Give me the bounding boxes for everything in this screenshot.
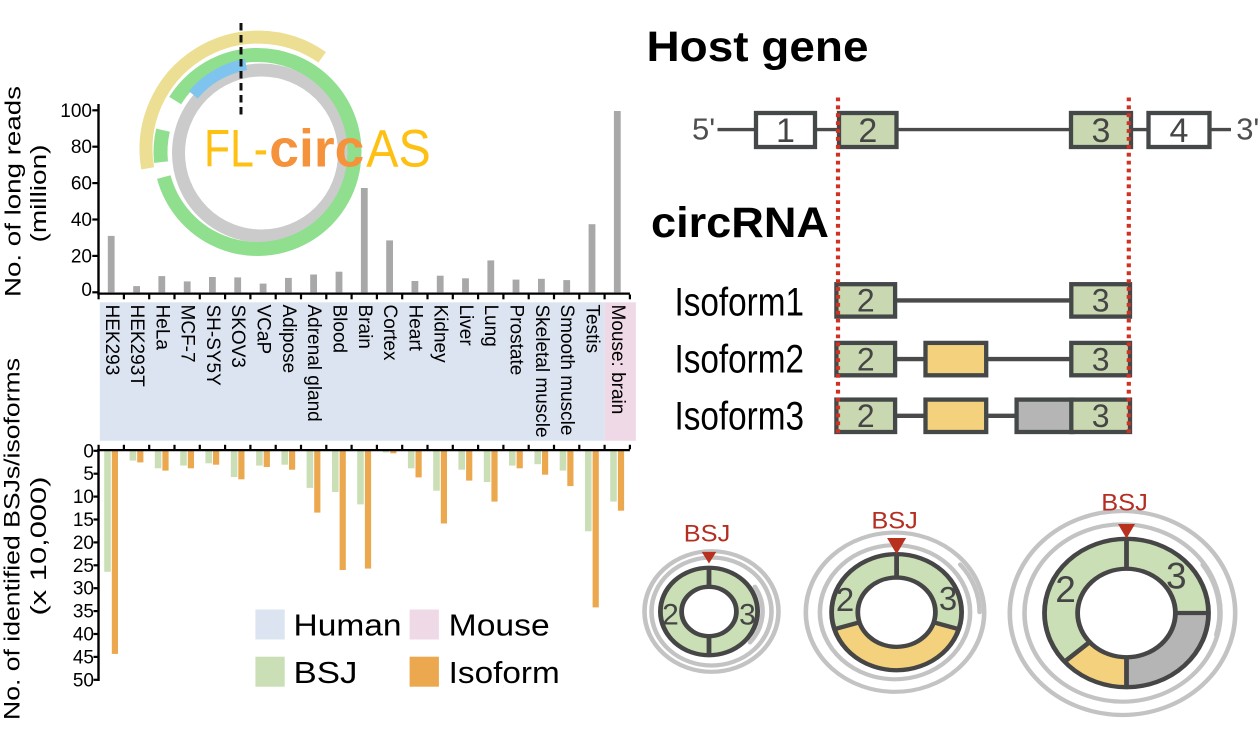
svg-text:SKOV3: SKOV3 (227, 305, 248, 368)
svg-text:30: 30 (73, 579, 94, 600)
svg-text:4: 4 (1170, 112, 1189, 150)
svg-text:No. of identified BSJs/isoform: No. of identified BSJs/isoforms (0, 358, 25, 720)
svg-text:2: 2 (662, 599, 679, 632)
svg-text:Adrenal gland: Adrenal gland (303, 305, 324, 422)
svg-text:25: 25 (73, 556, 94, 577)
svg-text:HEK293T: HEK293T (126, 305, 147, 388)
svg-text:15: 15 (73, 510, 94, 531)
svg-text:2: 2 (1055, 569, 1076, 610)
svg-text:Host gene: Host gene (647, 23, 869, 71)
svg-text:20: 20 (71, 246, 92, 267)
svg-text:Adipose: Adipose (278, 305, 299, 374)
svg-text:3: 3 (1092, 341, 1110, 377)
svg-text:Mouse: brain: Mouse: brain (607, 305, 628, 415)
svg-text:3: 3 (939, 580, 957, 617)
svg-text:3: 3 (1092, 398, 1110, 434)
svg-text:Kidney: Kidney (430, 305, 451, 364)
svg-text:Skeletal muscle: Skeletal muscle (531, 305, 552, 438)
svg-text:3: 3 (1092, 283, 1110, 319)
svg-text:Isoform: Isoform (449, 655, 560, 690)
svg-text:Prostate: Prostate (506, 305, 527, 376)
svg-text:Isoform3: Isoform3 (675, 395, 805, 439)
svg-text:circRNA: circRNA (651, 199, 829, 247)
svg-text:circ: circ (269, 120, 364, 179)
svg-text:Isoform2: Isoform2 (675, 338, 805, 382)
svg-text:0: 0 (81, 280, 92, 301)
svg-text:VCaP: VCaP (253, 305, 274, 355)
svg-text:No. of long reads: No. of long reads (1, 86, 26, 297)
svg-text:MCF-7: MCF-7 (177, 305, 198, 363)
svg-text:3: 3 (739, 599, 756, 632)
svg-text:2: 2 (857, 398, 875, 434)
svg-text:BSJ: BSJ (684, 521, 731, 548)
svg-text:2: 2 (857, 341, 875, 377)
svg-text:FL-: FL- (204, 120, 268, 179)
svg-text:HEK293: HEK293 (101, 305, 122, 376)
svg-text:10: 10 (73, 487, 94, 508)
svg-text:0: 0 (83, 441, 94, 462)
svg-text:BSJ: BSJ (294, 655, 358, 690)
svg-text:3': 3' (1236, 112, 1259, 147)
svg-text:45: 45 (73, 647, 94, 668)
svg-text:5: 5 (83, 464, 94, 485)
svg-text:SH-SY5Y: SH-SY5Y (202, 305, 223, 387)
svg-text:100: 100 (60, 101, 92, 122)
svg-text:80: 80 (71, 137, 92, 158)
svg-text:20: 20 (73, 533, 94, 554)
svg-text:BSJ: BSJ (871, 508, 918, 535)
svg-text:Mouse: Mouse (449, 608, 550, 643)
svg-text:2: 2 (836, 581, 854, 618)
svg-text:60: 60 (71, 174, 92, 195)
svg-text:40: 40 (73, 625, 94, 646)
svg-text:35: 35 (73, 602, 94, 623)
svg-text:Cortex: Cortex (379, 305, 400, 361)
svg-text:40: 40 (71, 210, 92, 231)
svg-text:(x 10,000): (x 10,000) (26, 477, 51, 616)
svg-text:5': 5' (692, 112, 715, 147)
svg-text:3: 3 (1092, 112, 1111, 150)
svg-text:3: 3 (1166, 555, 1187, 596)
svg-text:2: 2 (858, 112, 877, 150)
svg-text:Lung: Lung (480, 305, 501, 347)
svg-text:Human: Human (294, 608, 402, 643)
svg-text:BSJ: BSJ (1101, 490, 1148, 517)
svg-text:1: 1 (776, 112, 795, 150)
svg-text:Smooth muscle: Smooth muscle (556, 305, 577, 436)
svg-text:Blood: Blood (329, 305, 350, 354)
svg-text:Liver: Liver (455, 305, 476, 347)
svg-text:Heart: Heart (404, 305, 425, 352)
svg-text:(million): (million) (26, 145, 51, 243)
svg-text:AS: AS (366, 120, 431, 179)
svg-text:50: 50 (73, 670, 94, 691)
svg-text:Testis: Testis (582, 305, 603, 354)
svg-text:HeLa: HeLa (151, 305, 172, 351)
svg-text:Brain: Brain (354, 305, 375, 349)
svg-text:Isoform1: Isoform1 (675, 281, 805, 325)
svg-text:2: 2 (857, 283, 875, 319)
